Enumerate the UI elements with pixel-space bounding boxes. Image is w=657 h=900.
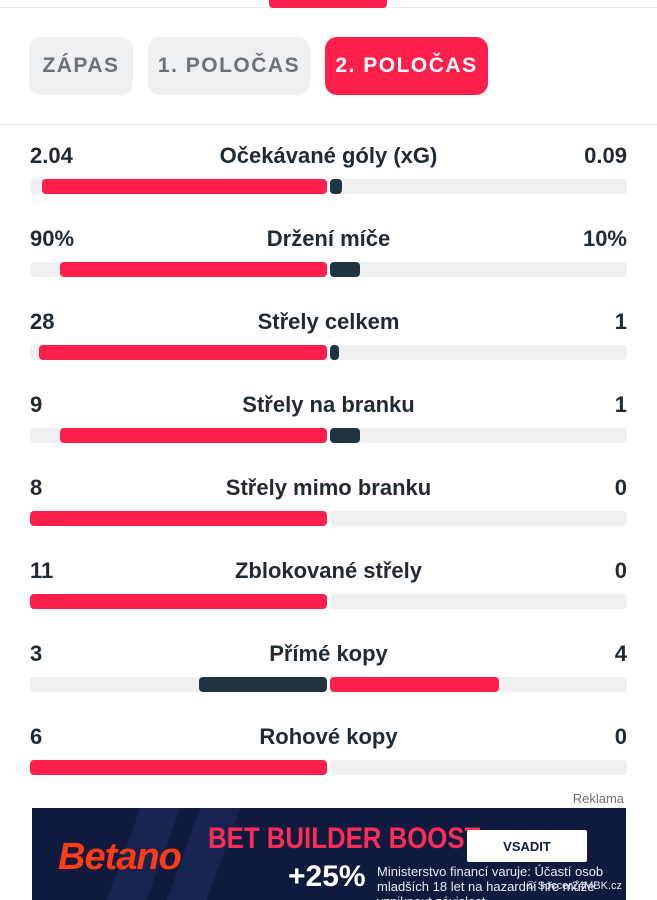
stat-home-track — [30, 760, 327, 775]
stat-away-track — [330, 594, 627, 609]
ad-label: Reklama — [572, 791, 624, 806]
stat-bar — [30, 428, 627, 443]
stat-values: 11 Zblokované střely 0 — [30, 555, 627, 587]
stat-values: 90% Držení míče 10% — [30, 223, 627, 255]
stat-home-track — [30, 179, 327, 194]
stat-home-value: 2.04 — [30, 143, 73, 168]
stat-away-value: 0 — [614, 724, 627, 749]
stat-home-track — [30, 594, 327, 609]
stat-away-track — [330, 677, 627, 692]
stat-away-value: 0 — [614, 475, 627, 500]
stat-home-value: 11 — [30, 558, 54, 583]
stat-away-value: 4 — [614, 641, 627, 666]
stat-values: 3 Přímé kopy 4 — [30, 638, 627, 670]
stat-bar — [30, 594, 627, 609]
tabs-divider — [0, 124, 657, 125]
stat-away-track — [330, 262, 627, 277]
stat-name: Střely celkem — [257, 309, 400, 334]
stat-row: 8 Střely mimo branku 0 — [30, 472, 627, 555]
stat-bar — [30, 262, 627, 277]
stat-away-track — [330, 428, 627, 443]
stat-away-fill — [330, 262, 360, 277]
ad-copyright: © Soccer24MBK.cz — [526, 880, 622, 892]
stats-list: 2.04 Očekávané góly (xG) 0.09 90% Držení míč… — [30, 140, 627, 804]
stat-name: Přímé kopy — [269, 641, 388, 666]
ad-disclaimer: Ministerstvo financí varuje: Účastí osob… — [377, 864, 604, 900]
stat-row: 9 Střely na branku 1 — [30, 389, 627, 472]
stat-values: 2.04 Očekávané góly (xG) 0.09 — [30, 140, 627, 172]
stat-name: Střely na branku — [242, 392, 415, 417]
ad-bet-button[interactable]: VSADIT — [467, 830, 587, 862]
stat-row: 2.04 Očekávané góly (xG) 0.09 — [30, 140, 627, 223]
stat-row: 3 Přímé kopy 4 — [30, 638, 627, 721]
stat-home-value: 9 — [30, 392, 43, 417]
stat-row: 28 Střely celkem 1 — [30, 306, 627, 389]
stat-away-fill — [330, 179, 342, 194]
stat-bar — [30, 345, 627, 360]
stat-home-fill — [60, 262, 327, 277]
stat-home-value: 90% — [30, 226, 75, 251]
stat-home-track — [30, 677, 327, 692]
stat-away-track — [330, 179, 627, 194]
ad-headline: BET BUILDER BOOST — [208, 822, 481, 855]
stat-values: 8 Střely mimo branku 0 — [30, 472, 627, 504]
ad-boost: +25% — [288, 860, 366, 893]
stat-home-fill — [60, 428, 327, 443]
tab-first-half[interactable]: 1. POLOČAS — [148, 37, 310, 95]
stat-home-value: 8 — [30, 475, 43, 500]
stat-home-track — [30, 262, 327, 277]
stat-away-track — [330, 760, 627, 775]
stat-values: 28 Střely celkem 1 — [30, 306, 627, 338]
stat-row: 90% Držení míče 10% — [30, 223, 627, 306]
stat-away-fill — [330, 677, 499, 692]
stat-home-value: 6 — [30, 724, 43, 749]
stat-bar — [30, 179, 627, 194]
stat-name: Rohové kopy — [259, 724, 398, 749]
stat-bar — [30, 511, 627, 526]
stat-home-fill — [30, 594, 327, 609]
stat-away-fill — [330, 345, 339, 360]
stat-home-fill — [199, 677, 327, 692]
stat-values: 9 Střely na branku 1 — [30, 389, 627, 421]
stat-home-value: 3 — [30, 641, 43, 666]
stat-values: 6 Rohové kopy 0 — [30, 721, 627, 753]
stat-name: Zblokované střely — [234, 558, 423, 583]
stat-home-fill — [30, 760, 327, 775]
stat-name: Držení míče — [266, 226, 391, 251]
stat-away-value: 1 — [614, 309, 627, 334]
stat-away-track — [330, 345, 627, 360]
stat-away-value: 0 — [614, 558, 627, 583]
ad-brand-logo: Betano — [58, 836, 182, 878]
stat-away-value: 10% — [582, 226, 627, 251]
stat-home-fill — [30, 511, 327, 526]
stat-away-value: 1 — [614, 392, 627, 417]
stat-name: Střely mimo branku — [225, 475, 432, 500]
stat-home-value: 28 — [30, 309, 55, 334]
stat-away-fill — [330, 428, 360, 443]
stat-row: 6 Rohové kopy 0 — [30, 721, 627, 804]
stat-away-track — [330, 511, 627, 526]
stat-bar — [30, 760, 627, 775]
stat-home-track — [30, 428, 327, 443]
stat-home-fill — [42, 179, 327, 194]
stat-home-track — [30, 345, 327, 360]
tab-zapas[interactable]: ZÁPAS — [29, 37, 133, 95]
stat-home-fill — [39, 345, 327, 360]
stat-home-track — [30, 511, 327, 526]
stat-row: 11 Zblokované střely 0 — [30, 555, 627, 638]
stat-bar — [30, 677, 627, 692]
ad-banner[interactable]: Betano BET BUILDER BOOST +25% VSADIT Min… — [32, 808, 626, 900]
stat-away-value: 0.09 — [584, 143, 627, 168]
stat-name: Očekávané góly (xG) — [219, 143, 438, 168]
period-tabs: ZÁPAS 1. POLOČAS 2. POLOČAS — [29, 37, 488, 95]
active-section-indicator — [269, 0, 387, 8]
tab-second-half[interactable]: 2. POLOČAS — [325, 37, 488, 95]
